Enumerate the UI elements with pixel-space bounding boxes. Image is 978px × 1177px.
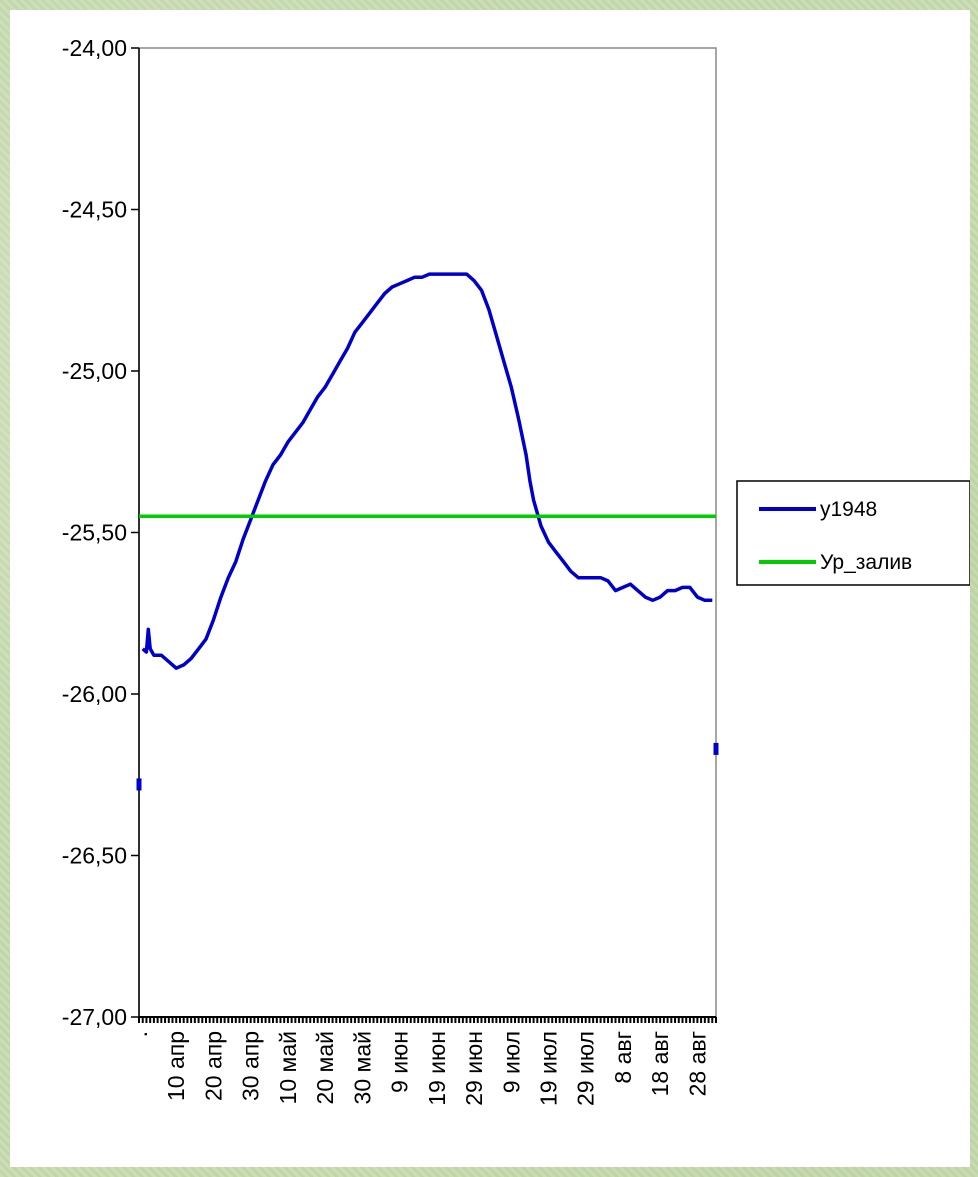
plot-area: [138, 47, 717, 1018]
y-tick-label: -25,50: [62, 520, 127, 546]
x-tick-label: 20 май: [312, 1031, 338, 1104]
x-tick-label: 20 апр: [200, 1031, 226, 1101]
y-tick-label: -27,00: [62, 1004, 127, 1030]
x-tick-label: 9 июн: [387, 1031, 413, 1093]
chart-canvas: -24,00 -24,50 -25,00 -25,50 -26,00 -26,50 -27,…: [10, 10, 970, 1167]
series-line-y1948: [141, 272, 713, 670]
legend-label-y1948: y1948: [820, 498, 877, 521]
x-axis: . 10 апр 20 апр 30 апр 10 май 20 май 30 май 9 и…: [126, 1016, 717, 1106]
series-point-y1948: [713, 742, 719, 755]
x-tick-label: 30 апр: [238, 1031, 264, 1101]
x-tick-label: 9 июл: [498, 1031, 524, 1093]
series-point-y1948: [136, 778, 142, 791]
legend-label-ur-zaliv: Ур_залив: [820, 551, 912, 574]
x-tick-label: 10 май: [275, 1031, 301, 1104]
series-layer: [136, 272, 719, 791]
x-tick-label: 19 июл: [535, 1031, 561, 1106]
x-tick-label: 18 авг: [647, 1031, 673, 1096]
legend-box: [736, 480, 970, 586]
x-tick-label: 30 май: [349, 1031, 375, 1104]
y-axis: -24,00 -24,50 -25,00 -25,50 -26,00 -26,50 -27,…: [62, 35, 140, 1030]
y-tick-label: -25,00: [62, 358, 127, 384]
y-tick-label: -26,00: [62, 681, 127, 707]
x-tick-label: 29 июн: [461, 1031, 487, 1106]
y-tick-label: -26,50: [62, 843, 127, 869]
y-tick-label: -24,50: [62, 197, 127, 223]
y-tick-label: -24,00: [62, 35, 127, 61]
legend: y1948 Ур_залив: [736, 480, 970, 586]
x-tick-label: 29 июл: [573, 1031, 599, 1106]
x-tick-label: 28 авг: [684, 1031, 710, 1096]
x-tick-label: 10 апр: [163, 1031, 189, 1101]
x-tick-label: .: [126, 1031, 152, 1037]
x-tick-label: 8 авг: [610, 1031, 636, 1084]
line-chart: -24,00 -24,50 -25,00 -25,50 -26,00 -26,50 -27,…: [62, 35, 970, 1106]
x-tick-label: 19 июн: [424, 1031, 450, 1106]
